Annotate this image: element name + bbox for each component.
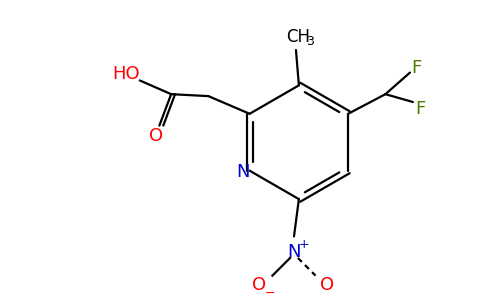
- Text: F: F: [416, 100, 426, 118]
- Text: −: −: [264, 287, 275, 300]
- Text: F: F: [412, 59, 422, 77]
- Text: O: O: [150, 127, 164, 145]
- Text: N: N: [287, 243, 301, 261]
- Text: CH: CH: [286, 28, 310, 46]
- Text: HO: HO: [112, 64, 140, 82]
- Text: O: O: [252, 276, 266, 294]
- Text: O: O: [320, 276, 334, 294]
- Text: N: N: [236, 163, 250, 181]
- Text: 3: 3: [306, 35, 314, 48]
- Text: +: +: [299, 238, 309, 251]
